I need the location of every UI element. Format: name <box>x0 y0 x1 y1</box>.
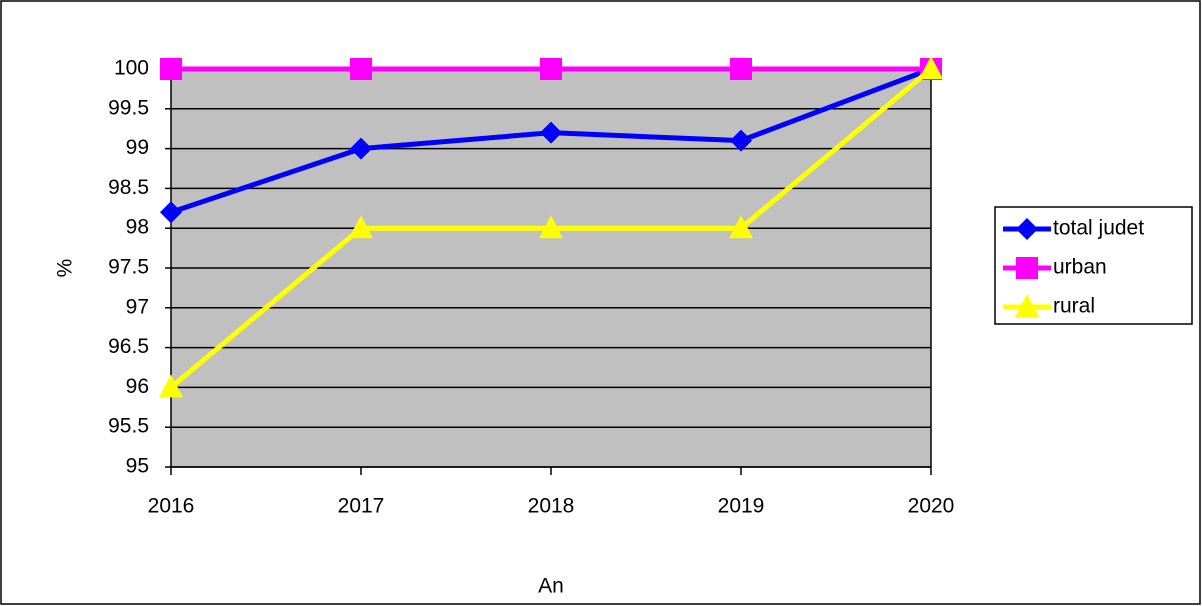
y-tick-label: 97.5 <box>108 256 149 279</box>
legend-label: rural <box>1053 295 1095 318</box>
y-tick-label: 99.5 <box>108 96 149 119</box>
x-tick-label: 2020 <box>908 495 955 518</box>
x-tick-label: 2018 <box>528 495 575 518</box>
x-tick-label: 2016 <box>148 495 195 518</box>
data-point <box>349 215 373 239</box>
legend-marker <box>1016 218 1038 240</box>
legend-marker <box>1015 294 1039 317</box>
data-point <box>350 58 372 80</box>
y-tick-label: 98 <box>126 216 149 239</box>
data-point <box>729 215 753 239</box>
y-tick-label: 100 <box>114 57 149 80</box>
data-point <box>540 58 562 80</box>
legend-label: total judet <box>1053 217 1144 240</box>
data-point <box>350 137 372 160</box>
y-tick-label: 95 <box>126 455 149 478</box>
x-axis-label: An <box>538 575 564 598</box>
data-point <box>730 129 752 152</box>
y-tick-label: 96.5 <box>108 335 149 358</box>
y-tick-label: 98.5 <box>108 176 149 199</box>
x-tick-label: 2019 <box>718 495 765 518</box>
data-point <box>159 374 183 398</box>
data-point <box>160 58 182 80</box>
y-axis-label: % <box>54 259 77 278</box>
y-tick-label: 95.5 <box>108 415 149 438</box>
x-tick-label: 2017 <box>338 495 385 518</box>
data-point <box>919 56 943 79</box>
data-point <box>539 215 563 239</box>
y-tick-label: 99 <box>126 136 149 159</box>
data-point <box>160 201 182 224</box>
legend-label: urban <box>1053 256 1107 279</box>
data-point <box>730 58 752 80</box>
legend-marker <box>1016 257 1038 279</box>
y-tick-label: 97 <box>126 295 149 318</box>
data-point <box>540 121 562 144</box>
y-tick-label: 96 <box>126 375 149 398</box>
